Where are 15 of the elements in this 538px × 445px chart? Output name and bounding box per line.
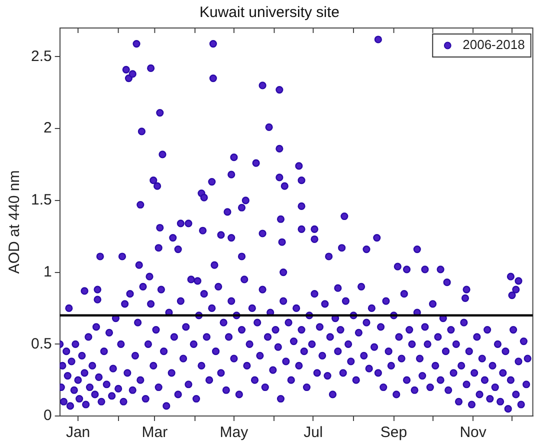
x-tick-label: May xyxy=(220,424,249,442)
x-tick-label: Nov xyxy=(460,424,487,442)
y-tick-label: 2 xyxy=(44,120,52,137)
x-tick-label: Sep xyxy=(380,424,408,442)
chart-title: Kuwait university site xyxy=(199,4,340,22)
x-tick-label: Jul xyxy=(304,424,323,442)
x-tick-label: Jan xyxy=(66,424,90,442)
y-tick-label: 1.5 xyxy=(30,192,52,209)
y-tick-label: 1 xyxy=(44,263,52,280)
y-axis-title: AOD at 440 nm xyxy=(6,170,24,274)
y-tick-label: 0 xyxy=(44,407,52,424)
y-tick-label: 0.5 xyxy=(30,335,52,352)
x-tick-label: Mar xyxy=(142,424,168,442)
y-tick-label: 2.5 xyxy=(30,48,52,65)
legend-label: 2006-2018 xyxy=(462,37,525,52)
